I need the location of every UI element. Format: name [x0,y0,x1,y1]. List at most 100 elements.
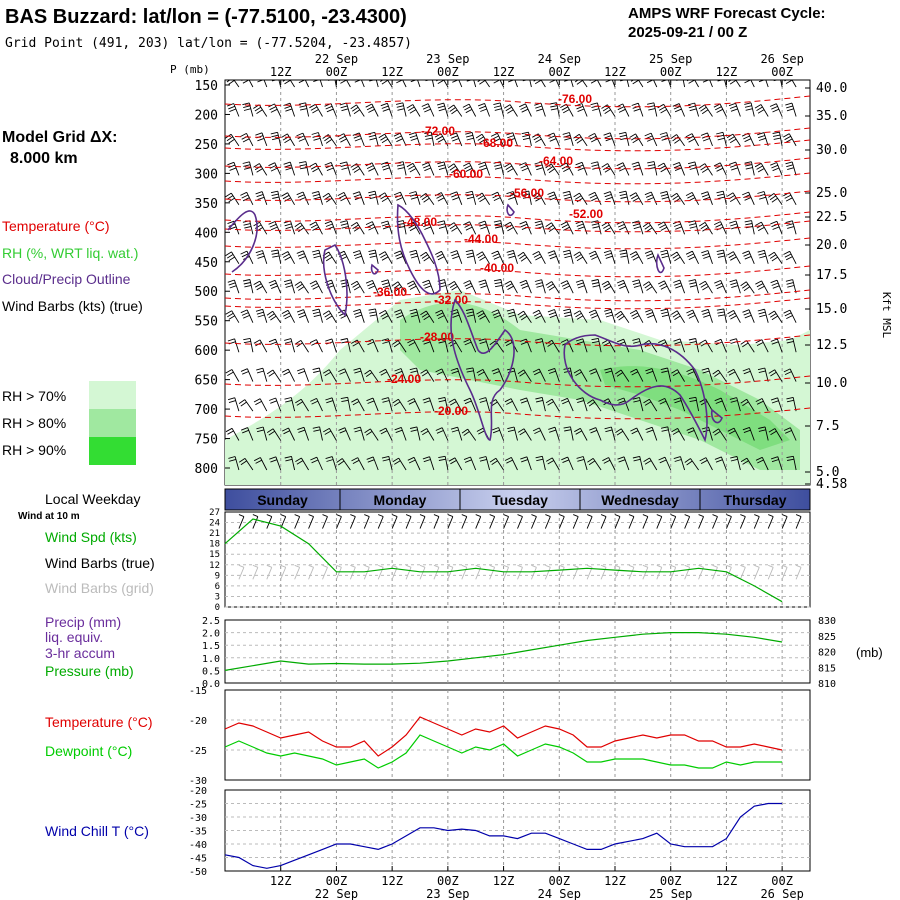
wind-barb [406,162,421,176]
wind-barb [465,190,477,205]
wind-barb [757,191,769,205]
wind-barb [506,132,518,147]
top-hour-label: 00Z [437,65,459,79]
wind-barb [589,427,602,441]
wind-barb [783,427,797,441]
pressure-tick-label: 650 [195,374,218,389]
grid-barb [712,564,718,580]
wind-barb [350,280,365,294]
true-barb [767,514,774,529]
wind-barb [517,251,532,265]
wind-barb [394,250,407,264]
wind-barb [700,132,713,147]
wind-barb [728,80,741,88]
top-hour-label: 00Z [771,65,793,79]
wind-barb [322,192,337,206]
bottom-hour-label: 12Z [716,874,738,888]
wind-barb [575,279,588,294]
wind-barb [730,455,741,471]
legend-rh70: RH > 70% [2,388,66,404]
height-tick-label: 40.0 [816,81,847,96]
station-title: BAS Buzzard: lat/lon = (-77.5100, -23.43… [5,6,407,28]
wind-barb [657,162,672,176]
wind-barb [757,367,769,382]
grid-point-label: Grid Point (491, 203) lat/lon = (-77.520… [5,36,412,51]
grid-barb [531,564,537,580]
wind-barb [409,426,421,441]
top-date-label: 24 Sep [538,52,581,66]
legend-dewpoint: Dewpoint (°C) [45,743,132,759]
bottom-hour-label: 12Z [381,874,403,888]
wind-barb [601,280,616,294]
grid-barb [349,564,356,580]
wind-barb [420,428,435,441]
wind-barb [672,161,686,176]
wind-barb [365,279,379,294]
true-barb [558,514,565,529]
wind-barb [519,103,532,117]
wind-barb [366,456,379,471]
wind-barb [532,192,546,206]
wind-barb [380,161,393,176]
true-barb [294,514,301,529]
grid-barb [544,564,551,580]
wind-ytick-label: 0 [215,603,220,613]
wind-barb [435,427,449,441]
weekday-label: Thursday [723,492,786,508]
wind-barb [310,456,323,471]
wind-barb [394,80,407,88]
wind-barb [435,309,449,323]
wind-barb [241,80,254,88]
true-barb [642,514,649,529]
wind-barb [770,338,783,353]
wind-barb [311,249,323,264]
wind-barb [770,279,783,294]
true-barb [363,514,370,529]
wind-barb [270,190,282,205]
wind-barb [660,249,672,264]
wind-barb [394,309,407,323]
true-barb [322,514,328,529]
model-grid-value: 8.000 km [10,150,78,167]
legend-temperature: Temperature (°C) [2,218,110,234]
wind-barb [409,249,421,264]
wind-barb [727,427,741,441]
weekday-title: Local Weekday [45,491,140,507]
wind-barb [421,103,435,117]
wind-ytick-label: 18 [209,540,220,550]
wind-barb [435,250,449,265]
top-hour-label: 00Z [548,65,570,79]
height-tick-label: 35.0 [816,109,847,124]
wind-barb [369,80,379,88]
wind-barb [294,281,309,294]
wind-barb [253,398,268,412]
bottom-hour-label: 00Z [548,874,570,888]
wind-barb [535,455,546,471]
wind-barb [701,250,713,264]
grid-barb [739,564,746,580]
wind-barb [364,428,379,441]
wind-barb [266,428,282,441]
wind-barb [532,309,546,323]
wind-barb [312,426,323,441]
legend-windchill: Wind Chill T (°C) [45,823,149,839]
wind-barb [574,427,588,441]
wind-barb [591,279,602,294]
wind-barb [684,458,699,471]
wind-barb [477,80,490,88]
wind-barb [713,103,727,117]
wind-barb [294,222,309,235]
grid-barb [308,564,314,580]
wind-barb [545,281,560,294]
wind-barb [311,132,323,147]
wind-barb [769,103,783,117]
wind-barb [368,308,379,323]
wind-barb [269,456,282,471]
wind-barb [729,161,741,176]
wind-barb [256,426,268,441]
wind-barb [340,396,351,412]
wind-barb [451,80,463,88]
wind-barb [447,163,463,176]
wind-barb [688,338,700,353]
